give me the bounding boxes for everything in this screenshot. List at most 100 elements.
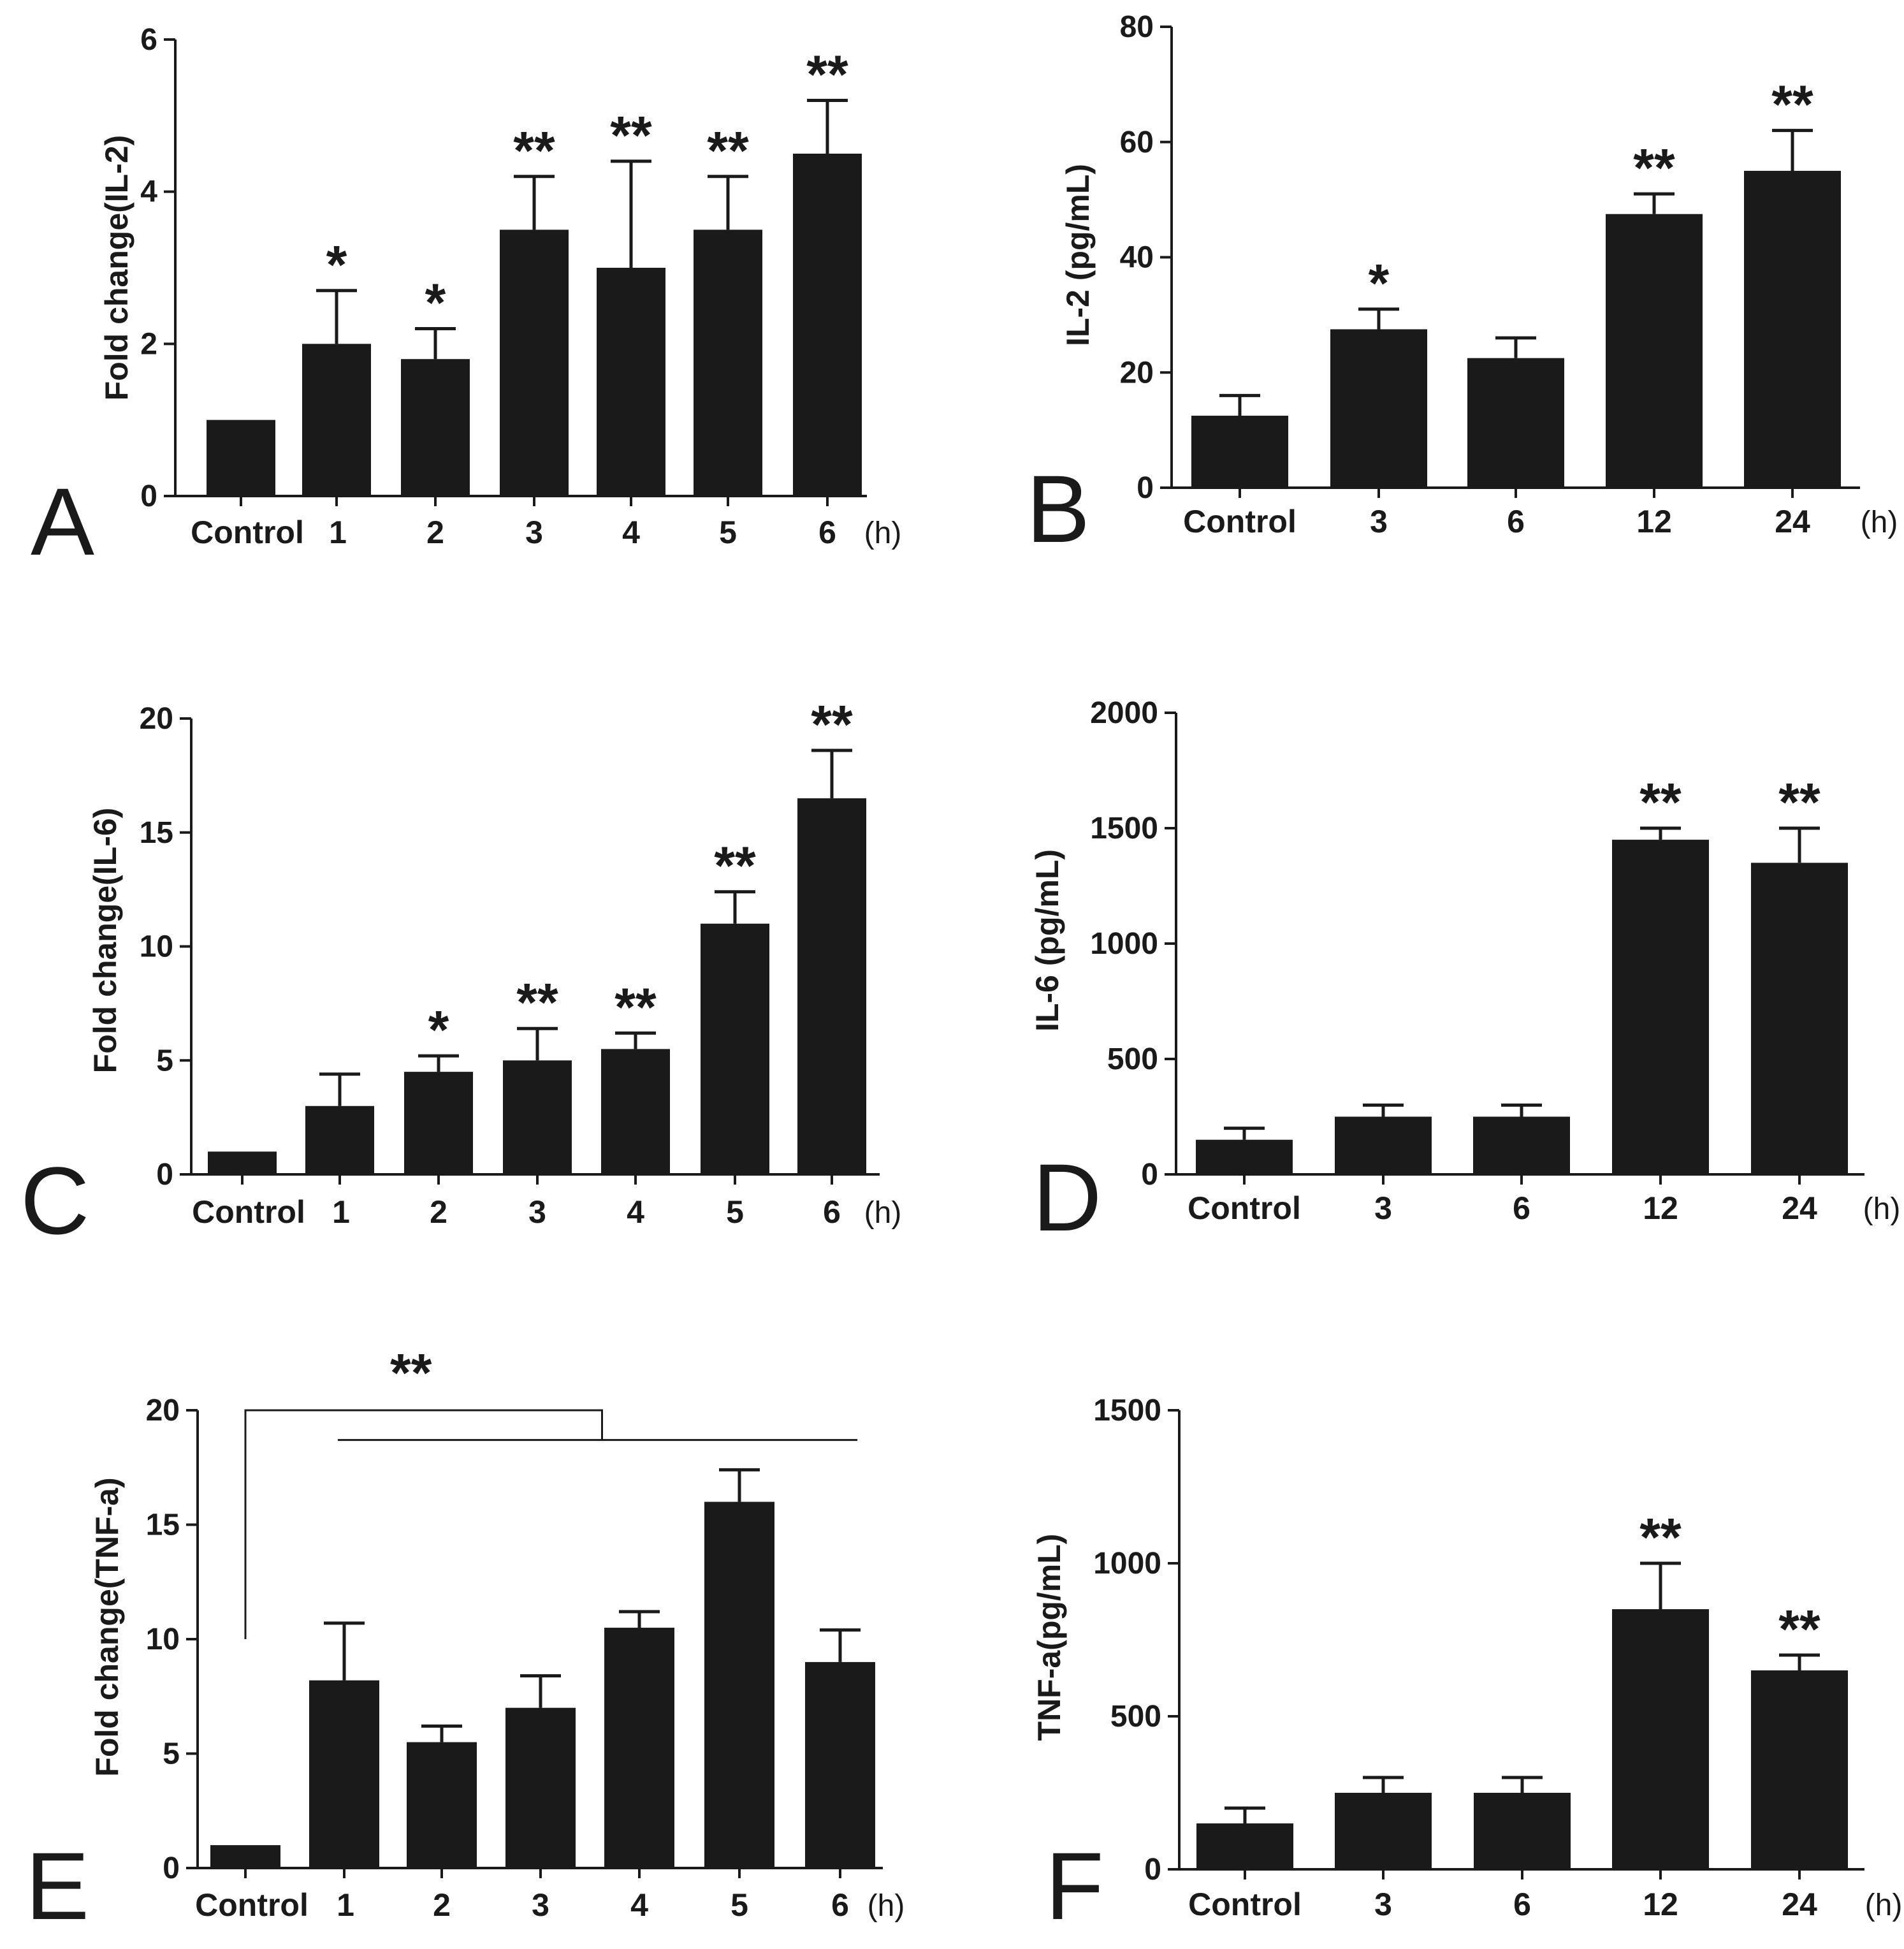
panel-c-category-label: 2 <box>430 1194 447 1230</box>
panel-a-significance-marker: ** <box>806 44 848 104</box>
panel-f-category-label: 24 <box>1782 1887 1817 1922</box>
panel-b-bar <box>1330 329 1427 488</box>
panel-a-significance-marker: ** <box>610 105 652 165</box>
panel-d-significance-marker: ** <box>1639 772 1682 832</box>
panel-a-y-tick-label: 4 <box>140 175 157 209</box>
panel-b-bar <box>1606 214 1703 488</box>
panel-c-bar <box>404 1072 473 1174</box>
panel-a-bar <box>500 230 569 496</box>
panel-a-bar <box>694 230 762 496</box>
panel-e-letter: E <box>25 1832 89 1939</box>
panel-a-significance-marker: * <box>425 272 446 332</box>
panel-d-y-tick-label: 1000 <box>1090 927 1158 961</box>
panel-a-x-unit: (h) <box>864 516 902 550</box>
panel-c-y-tick-label: 20 <box>140 702 173 736</box>
panel-e-bracket-control <box>244 1409 603 1639</box>
panel-f-bar <box>1474 1793 1571 1869</box>
panel-c-bar <box>305 1106 374 1174</box>
panel-d-y-axis-label: IL-6 (pg/mL) <box>1029 849 1065 1032</box>
panel-c-y-axis-label: Fold change(IL-6) <box>87 808 123 1074</box>
panel-d-letter: D <box>1033 1144 1101 1251</box>
panel-c-y-tick-label: 15 <box>140 816 173 850</box>
panel-c-letter: C <box>20 1147 89 1254</box>
panel-c-category-label: 6 <box>823 1194 841 1230</box>
panel-c-bar <box>208 1151 277 1174</box>
panel-e-category-label: 2 <box>433 1887 451 1923</box>
panel-c-bar <box>797 798 866 1174</box>
panel-e-bar <box>805 1661 875 1868</box>
panel-b-y-tick-label: 80 <box>1120 10 1154 44</box>
panel-a-bar <box>302 344 371 496</box>
panel-a-category-label: 5 <box>719 515 737 550</box>
panel-f-x-unit: (h) <box>1865 1888 1903 1922</box>
panel-c-y-tick-label: 10 <box>140 930 173 964</box>
panel-d-category-label: 24 <box>1782 1190 1817 1226</box>
panel-a-letter: A <box>31 468 94 575</box>
panel-e-category-label: Control <box>195 1887 309 1923</box>
panel-a-category-label: 2 <box>426 515 444 550</box>
panel-c-y-tick-label: 0 <box>156 1158 173 1192</box>
panel-e-bar <box>704 1501 774 1868</box>
panel-d-bar <box>1612 840 1709 1174</box>
panel-a-y-tick-label: 0 <box>140 479 157 513</box>
panel-e-y-tick-label: 15 <box>146 1508 180 1542</box>
panel-f-y-tick-label: 1000 <box>1093 1547 1161 1580</box>
panel-f-bar <box>1612 1609 1709 1869</box>
panel-e-category-label: 6 <box>831 1887 849 1923</box>
panel-f-y-tick-label: 0 <box>1144 1853 1161 1887</box>
panel-c-significance-marker: ** <box>714 836 756 896</box>
panel-b-significance-marker: ** <box>1771 75 1813 135</box>
panel-f-y-tick-label: 500 <box>1110 1700 1161 1734</box>
panel-d-bar <box>1196 1139 1293 1174</box>
panel-e-y-tick-label: 5 <box>163 1737 180 1771</box>
panel-b-y-tick-label: 0 <box>1137 471 1154 505</box>
panel-a-category-label: 1 <box>329 515 347 550</box>
panel-a-bar <box>597 268 665 496</box>
panel-b-letter: B <box>1026 455 1090 562</box>
panel-f-y-tick-label: 1500 <box>1093 1394 1161 1427</box>
panel-e-bar <box>407 1742 477 1868</box>
panel-d-category-label: 6 <box>1513 1190 1530 1226</box>
panel-f-bar <box>1335 1793 1432 1869</box>
panel-c-category-label: 4 <box>627 1194 644 1230</box>
panel-e-category-label: 1 <box>337 1887 354 1923</box>
panel-b-significance-marker: ** <box>1633 138 1675 198</box>
panel-e-category-label: 3 <box>532 1887 549 1923</box>
panel-a-y-tick-label: 6 <box>140 23 157 57</box>
panel-e-bracket-significance: ** <box>390 1343 432 1403</box>
panel-b-x-unit: (h) <box>1861 506 1898 539</box>
panel-e-bar <box>505 1707 576 1868</box>
panel-a-bar <box>207 420 275 496</box>
panel-e-y-tick-label: 20 <box>146 1394 180 1427</box>
panel-f-category-label: Control <box>1188 1887 1302 1922</box>
panel-f-category-label: 12 <box>1643 1887 1678 1922</box>
panel-d-category-label: 3 <box>1374 1190 1392 1226</box>
panel-a-y-tick-label: 2 <box>140 327 157 361</box>
panel-a-significance-marker: ** <box>707 120 749 180</box>
panel-b-y-tick-label: 40 <box>1120 241 1154 275</box>
panel-c-bar <box>601 1049 670 1174</box>
panel-d-x-unit: (h) <box>1863 1192 1901 1226</box>
panel-b-y-tick-label: 20 <box>1120 356 1154 390</box>
panel-b-significance-marker: * <box>1369 253 1390 313</box>
panel-a-significance-marker: ** <box>513 120 555 180</box>
panel-b-y-axis-label: IL-2 (pg/mL) <box>1060 164 1096 346</box>
panel-d-y-tick-label: 1500 <box>1090 812 1158 845</box>
panel-e-bar <box>309 1680 379 1868</box>
panel-c-significance-marker: ** <box>516 972 558 1032</box>
panel-e-y-tick-label: 10 <box>146 1623 180 1656</box>
panel-b-y-tick-label: 60 <box>1120 126 1154 159</box>
panel-c-significance-marker: ** <box>811 694 853 754</box>
panel-f-significance-marker: ** <box>1639 1507 1682 1567</box>
panel-f-significance-marker: ** <box>1778 1599 1820 1659</box>
panel-c-category-label: 5 <box>726 1194 744 1230</box>
panel-f-category-label: 3 <box>1374 1887 1392 1922</box>
panel-b-bar <box>1744 170 1841 488</box>
panel-a-category-label: 4 <box>622 515 640 550</box>
panel-c-y-tick-label: 5 <box>156 1044 173 1077</box>
panel-a-bar <box>793 154 862 496</box>
panel-d-category-label: Control <box>1188 1190 1301 1226</box>
panel-b-category-label: Control <box>1183 504 1297 539</box>
panel-d-bar <box>1751 863 1848 1174</box>
